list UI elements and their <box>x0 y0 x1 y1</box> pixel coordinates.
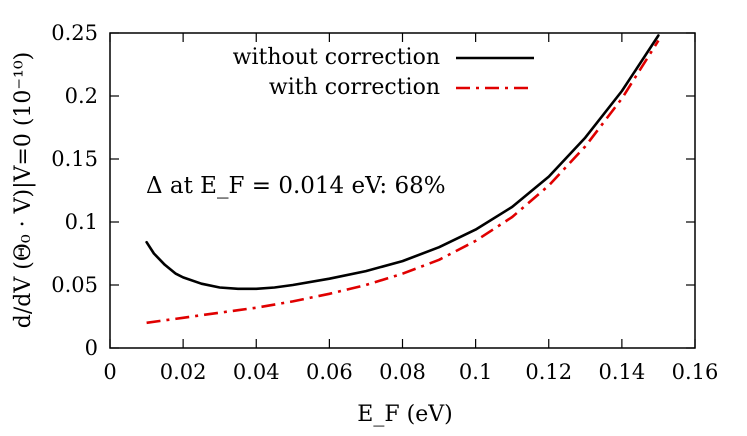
x-tick-label: 0.14 <box>598 360 645 384</box>
series-line-with-correction <box>146 39 660 325</box>
y-tick-label: 0 <box>85 336 98 360</box>
y-tick-label: 0.15 <box>51 147 98 171</box>
series-line-without-correction <box>145 34 660 291</box>
x-tick-label: 0.06 <box>306 360 353 384</box>
legend-label-with-correction: with correction <box>269 75 440 100</box>
legend: without correction with correction <box>233 45 534 100</box>
annotation-delta: Δ at E_F = 0.014 eV: 68% <box>146 173 446 199</box>
x-tick-label: 0.1 <box>459 360 492 384</box>
x-tick-label: 0.16 <box>672 360 719 384</box>
x-axis-label: E_F (eV) <box>357 402 452 427</box>
y-tick-label: 0.25 <box>51 21 98 45</box>
y-axis-label: d/dV (Θ₀ · V)|V=0 (10⁻¹⁰) <box>11 52 36 328</box>
x-tick-label: 0.02 <box>160 360 207 384</box>
x-tick-label: 0 <box>103 360 116 384</box>
x-tick-label: 0.12 <box>525 360 572 384</box>
y-tick-label: 0.05 <box>51 273 98 297</box>
x-tick-label: 0.04 <box>233 360 280 384</box>
legend-label-without-correction: without correction <box>233 45 440 70</box>
y-tick-label: 0.1 <box>65 210 98 234</box>
y-tick-label: 0.2 <box>65 84 98 108</box>
x-tick-label: 0.08 <box>379 360 426 384</box>
